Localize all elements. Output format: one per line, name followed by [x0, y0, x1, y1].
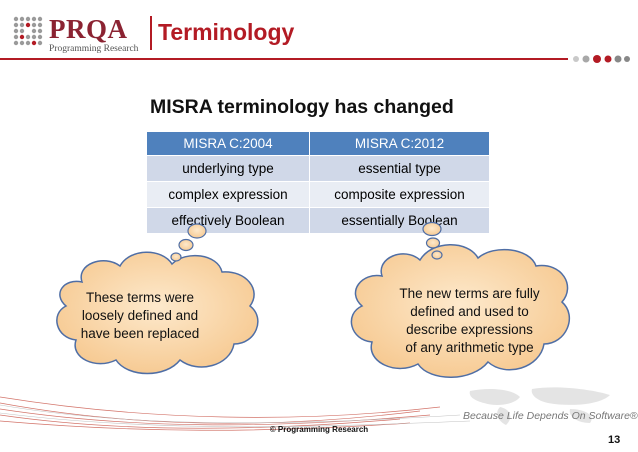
header-rule: [0, 58, 568, 60]
header-dots-icon: [573, 55, 630, 63]
left-cloud-text: These terms were loosely defined and hav…: [62, 289, 218, 343]
table-header-row: MISRA C:2004 MISRA C:2012: [147, 132, 489, 156]
footer-copyright: © Programming Research: [269, 425, 369, 434]
footer-tagline: Because Life Depends On Software®: [463, 410, 638, 422]
table-row: complex expression composite expression: [147, 181, 489, 208]
left-thought-cloud: [56, 223, 259, 375]
terminology-table: MISRA C:2004 MISRA C:2012 underlying typ…: [147, 132, 489, 233]
table-cell: composite expression: [309, 181, 489, 208]
table-cell: effectively Boolean: [147, 207, 310, 233]
table-row: effectively Boolean essentially Boolean: [147, 207, 489, 233]
footer-swoosh-graphic: [0, 387, 610, 431]
left-cloud-line: These terms were: [85, 290, 195, 305]
table-cell: essential type: [309, 155, 489, 182]
logo-dot-grid-icon: [13, 16, 43, 46]
right-thought-cloud: [350, 221, 571, 378]
left-cloud-line: have been replaced: [80, 326, 200, 341]
slide-title: Terminology: [158, 19, 295, 45]
table-cell: underlying type: [147, 155, 310, 182]
brand-name: PRQA: [49, 14, 128, 44]
table-cell: essentially Boolean: [309, 207, 489, 233]
slide-subtitle: MISRA terminology has changed: [150, 96, 454, 118]
table-cell: complex expression: [147, 181, 310, 208]
brand-subtitle: Programming Research: [49, 44, 139, 54]
right-cloud-text: The new terms are fully defined and used…: [382, 285, 557, 357]
right-cloud-line: defined and used to: [410, 304, 529, 319]
table-header-2012: MISRA C:2012: [309, 132, 489, 156]
prqa-logo: PRQA Programming Research: [13, 14, 148, 54]
left-cloud-line: loosely defined and: [81, 308, 199, 323]
page-number: 13: [608, 434, 621, 446]
title-separator: [150, 16, 152, 50]
right-cloud-line: of any arithmetic type: [405, 340, 534, 355]
right-cloud-line: describe expressions: [406, 322, 533, 337]
table-header-2004: MISRA C:2004: [147, 132, 310, 156]
world-map-icon: [469, 387, 610, 425]
table-row: underlying type essential type: [147, 155, 489, 182]
right-cloud-line: The new terms are fully: [399, 286, 540, 301]
